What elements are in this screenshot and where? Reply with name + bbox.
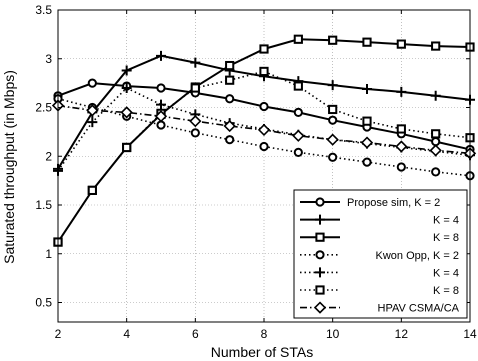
legend-label: K = 4 — [433, 267, 459, 279]
data-point — [121, 65, 132, 76]
legend-marker — [315, 250, 325, 260]
data-point — [396, 162, 406, 172]
legend-label: Kwon Opp, K = 2 — [376, 250, 459, 262]
data-point — [292, 129, 305, 142]
data-point — [190, 83, 200, 93]
y-tick-label: 3.5 — [35, 3, 52, 17]
data-point — [122, 142, 132, 153]
data-point — [259, 44, 269, 54]
series-7 — [51, 99, 477, 160]
data-point — [429, 144, 442, 157]
data-point — [190, 57, 201, 68]
data-point — [259, 66, 269, 77]
x-tick-label: 14 — [463, 327, 477, 341]
legend-marker — [315, 285, 325, 295]
data-point — [156, 99, 166, 110]
data-point — [431, 137, 441, 147]
data-point — [431, 41, 441, 51]
y-tick-label: 2 — [45, 149, 52, 163]
data-point — [362, 83, 372, 94]
data-point — [120, 106, 133, 119]
legend-label: HPAV CSMA/CA — [378, 303, 460, 315]
data-point — [326, 133, 339, 146]
data-point — [396, 39, 406, 49]
legend-marker — [315, 197, 325, 207]
legend-entry: K = 4 — [300, 214, 459, 227]
data-point — [362, 116, 372, 126]
legend-marker — [313, 301, 327, 314]
data-point — [154, 110, 168, 123]
data-point — [257, 123, 271, 137]
y-axis-label: Saturated throughput (in Mbps) — [1, 70, 17, 264]
data-point — [293, 34, 303, 44]
y-tick-label: 3 — [45, 52, 52, 66]
legend-label: K = 8 — [433, 285, 459, 297]
data-point — [328, 152, 338, 162]
data-point — [87, 185, 97, 195]
legend-label: K = 4 — [433, 215, 459, 227]
data-point — [431, 129, 441, 139]
legend-label: K = 8 — [433, 232, 459, 244]
data-point — [362, 37, 372, 47]
data-point — [259, 141, 269, 152]
data-point — [121, 83, 132, 93]
y-tick-label: 2.5 — [35, 101, 52, 115]
legend-entry: K = 8 — [300, 232, 459, 244]
legend-marker — [315, 267, 325, 278]
data-point — [328, 115, 338, 125]
x-tick-label: 8 — [261, 327, 268, 341]
x-tick-label: 4 — [123, 327, 130, 341]
data-point — [225, 135, 235, 145]
legend-entry: HPAV CSMA/CA — [300, 301, 460, 315]
data-point — [225, 75, 235, 85]
data-point — [327, 80, 338, 91]
data-point — [190, 128, 200, 138]
data-point — [225, 60, 235, 71]
axis-ticks: 2 4 6 8 10 12 14 0.5 1 1.5 2 2.5 3 3.5 — [35, 3, 477, 341]
data-point — [259, 101, 269, 112]
y-tick-label: 1.5 — [35, 198, 52, 212]
data-point — [430, 90, 441, 101]
data-point — [156, 83, 166, 93]
x-tick-label: 6 — [192, 327, 199, 341]
data-point — [189, 115, 202, 128]
data-point — [431, 167, 441, 177]
data-point — [396, 124, 406, 134]
data-point — [87, 78, 97, 88]
legend-entry: K = 4 — [300, 267, 459, 279]
data-point — [223, 119, 236, 133]
data-point — [328, 35, 338, 45]
legend-entry: K = 8 — [300, 285, 459, 297]
data-point — [362, 157, 372, 167]
y-tick-label: 1 — [45, 247, 52, 261]
legend: Propose sim, K = 2 K = 4 K = 8 Kwon Opp, K … — [293, 189, 468, 319]
legend-marker — [315, 214, 325, 225]
data-point — [328, 104, 338, 115]
x-axis-label: Number of STAs — [211, 344, 313, 360]
y-tick-label: 0.5 — [35, 296, 52, 310]
x-tick-label: 10 — [326, 327, 340, 341]
x-tick-label: 12 — [395, 327, 409, 341]
legend-marker — [315, 232, 325, 242]
data-point — [86, 104, 99, 117]
data-point — [87, 117, 98, 128]
data-point — [293, 81, 303, 91]
data-point — [156, 120, 166, 130]
data-point — [293, 107, 303, 117]
x-tick-label: 2 — [55, 327, 62, 341]
legend-entry: Propose sim, K = 2 — [300, 197, 440, 209]
data-point — [293, 147, 303, 157]
data-point — [395, 140, 408, 153]
legend-label: Propose sim, K = 2 — [347, 197, 440, 209]
data-point — [156, 50, 166, 61]
data-point — [225, 94, 235, 104]
legend-entry: Kwon Opp, K = 2 — [300, 250, 459, 262]
data-point — [396, 86, 407, 97]
data-point — [360, 136, 374, 149]
